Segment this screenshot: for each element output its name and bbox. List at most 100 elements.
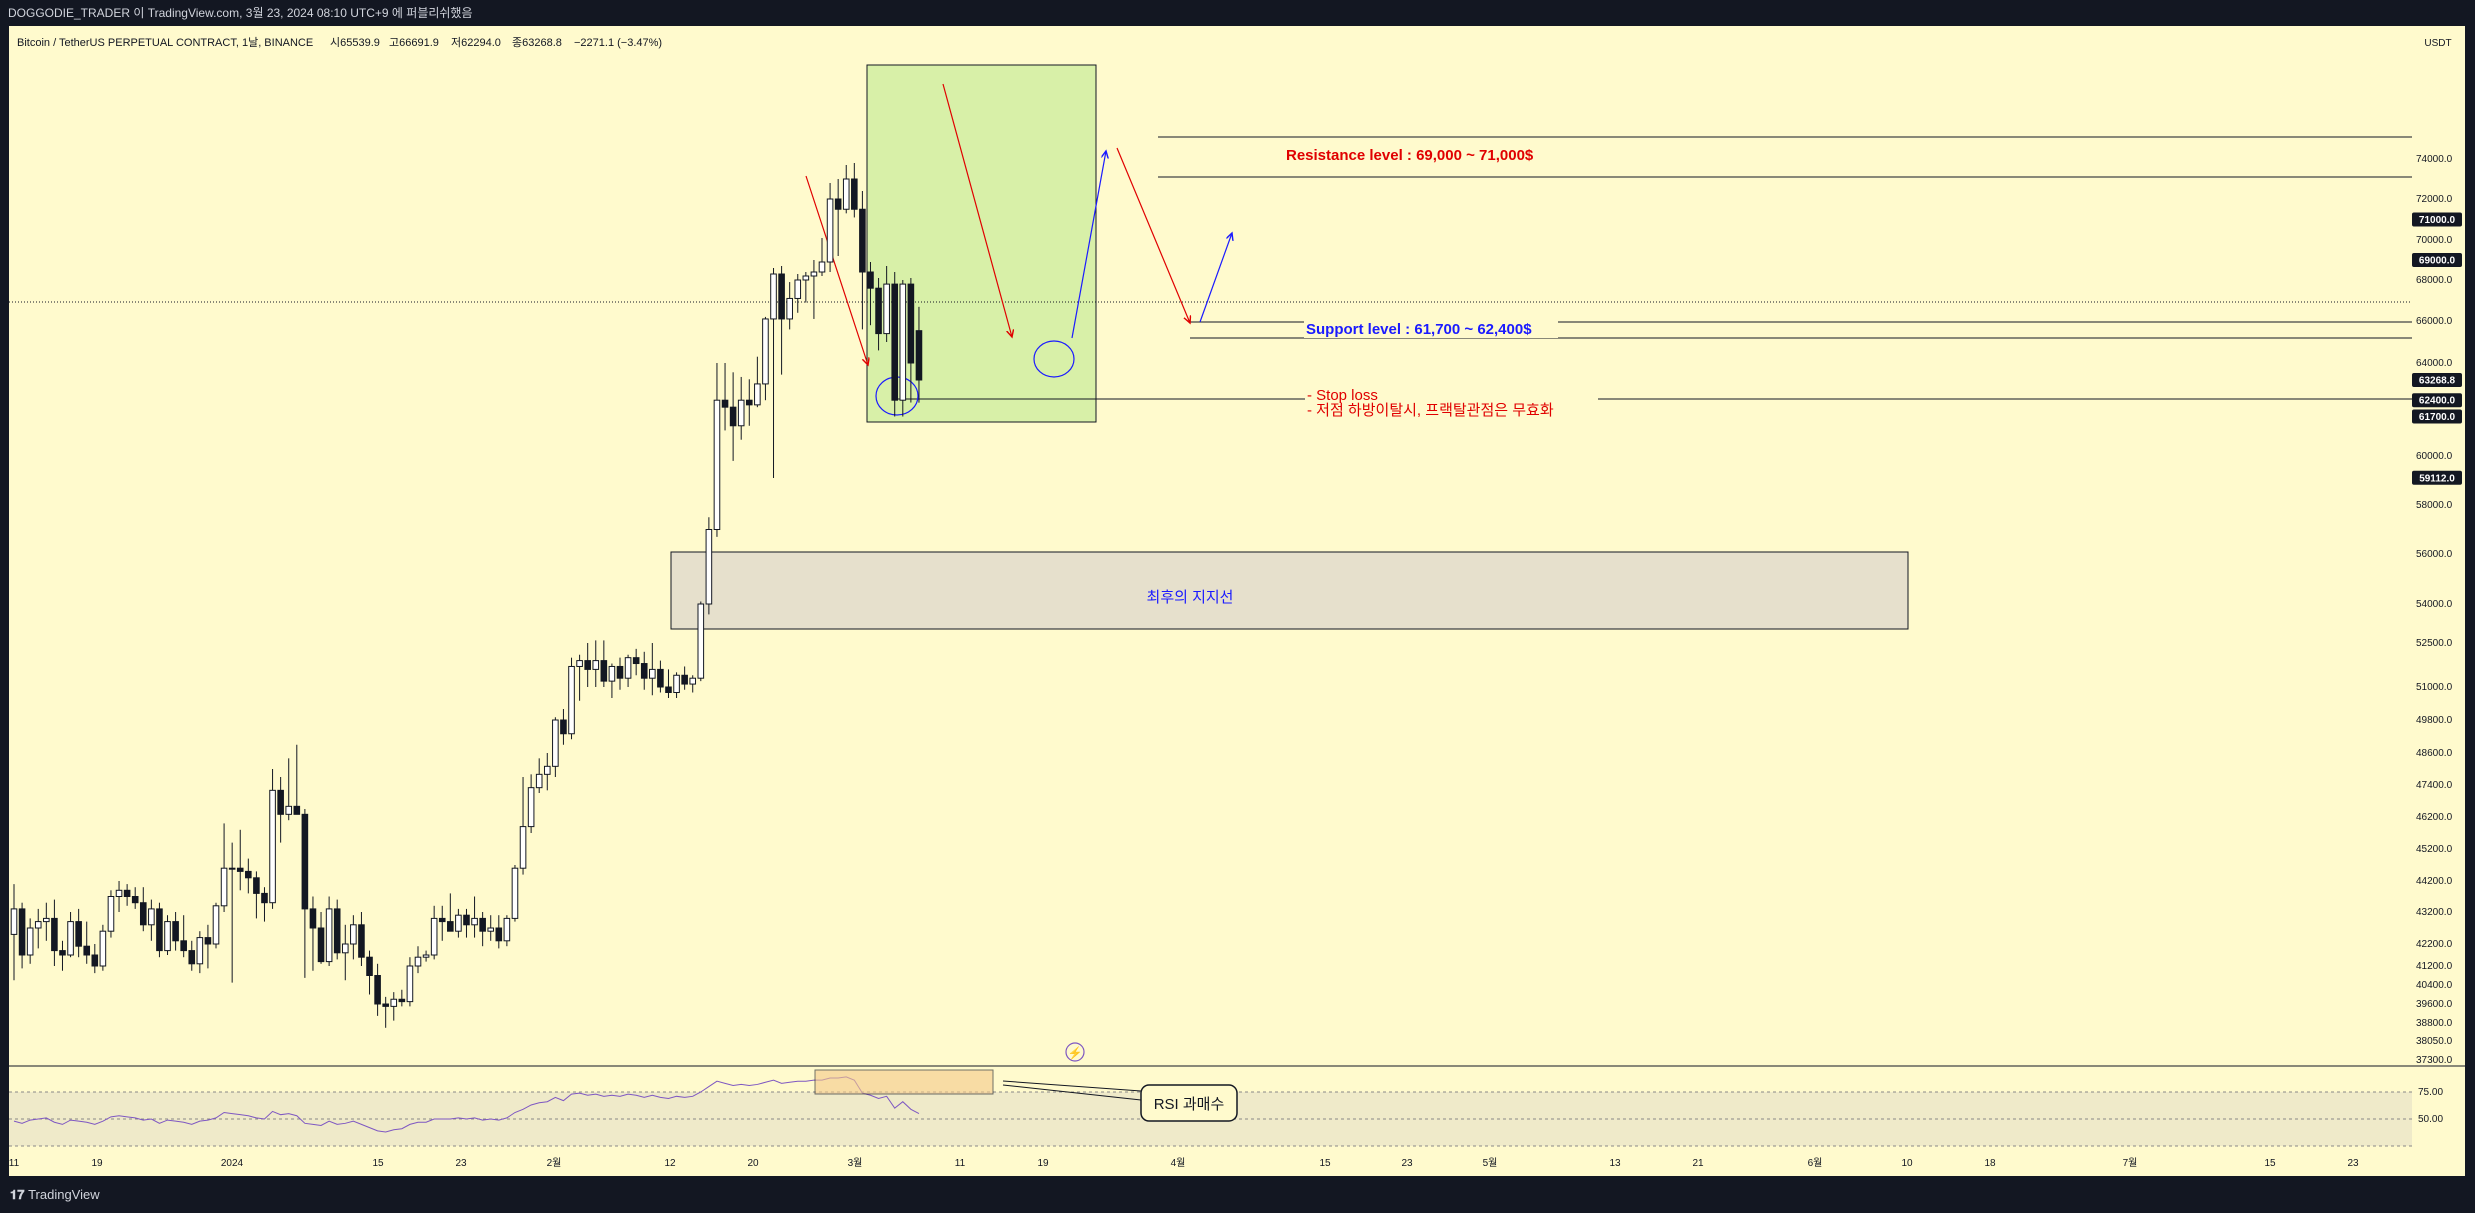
rsi-overbought-box[interactable] — [814, 1069, 994, 1095]
candle[interactable] — [333, 908, 341, 954]
candle[interactable] — [180, 940, 187, 952]
candle[interactable] — [10, 908, 18, 935]
candle[interactable] — [535, 773, 543, 789]
lightning-icon[interactable]: ⚡ — [1065, 1042, 1085, 1062]
candle[interactable] — [786, 297, 793, 320]
down-arrow-3[interactable] — [1116, 147, 1190, 323]
candle[interactable] — [67, 921, 74, 956]
candle[interactable] — [139, 902, 147, 926]
candle[interactable] — [123, 889, 131, 897]
candle[interactable] — [438, 917, 446, 923]
candle[interactable] — [341, 943, 349, 954]
candle[interactable] — [560, 719, 567, 735]
candle[interactable] — [212, 905, 220, 945]
last-support-zone[interactable] — [670, 551, 1909, 630]
candle[interactable] — [721, 399, 729, 408]
candle[interactable] — [875, 287, 882, 335]
candle[interactable] — [867, 271, 874, 289]
candle[interactable] — [253, 877, 260, 894]
candle[interactable] — [374, 975, 381, 1005]
candle[interactable] — [164, 921, 171, 952]
candle[interactable] — [91, 954, 99, 967]
candle[interactable] — [745, 399, 753, 406]
candle[interactable] — [649, 668, 656, 679]
candle[interactable] — [430, 917, 438, 956]
candle[interactable] — [576, 660, 583, 667]
candle[interactable] — [543, 765, 551, 775]
candle[interactable] — [455, 914, 462, 932]
candle[interactable] — [592, 660, 600, 670]
candle[interactable] — [859, 208, 866, 273]
candle[interactable] — [471, 917, 478, 926]
candle[interactable] — [236, 867, 244, 872]
candle[interactable] — [915, 330, 923, 381]
candle[interactable] — [899, 283, 907, 401]
candle[interactable] — [269, 789, 276, 904]
candle[interactable] — [511, 867, 519, 919]
candle[interactable] — [366, 956, 373, 977]
candle[interactable] — [34, 921, 42, 929]
down-arrow-1[interactable] — [805, 175, 868, 365]
candle[interactable] — [802, 275, 810, 281]
candle[interactable] — [447, 921, 454, 932]
candle[interactable] — [301, 813, 309, 910]
candle[interactable] — [382, 1003, 389, 1007]
candle[interactable] — [689, 677, 697, 685]
candle[interactable] — [156, 908, 163, 952]
candle[interactable] — [770, 273, 777, 320]
candle[interactable] — [826, 198, 834, 263]
candle[interactable] — [762, 318, 769, 385]
candle[interactable] — [737, 399, 745, 427]
candle[interactable] — [350, 924, 357, 945]
candle[interactable] — [204, 937, 212, 945]
candle[interactable] — [245, 870, 252, 879]
candle[interactable] — [754, 383, 761, 406]
candle[interactable] — [390, 998, 398, 1007]
candle[interactable] — [406, 965, 414, 1003]
rsi-callout-box[interactable] — [1140, 1084, 1238, 1122]
candle[interactable] — [495, 927, 503, 942]
candle[interactable] — [220, 867, 228, 907]
candle[interactable] — [463, 914, 470, 926]
candle[interactable] — [503, 917, 511, 942]
candle[interactable] — [600, 660, 608, 682]
candle[interactable] — [196, 937, 204, 965]
candle[interactable] — [681, 674, 688, 685]
candle[interactable] — [422, 954, 430, 958]
candle[interactable] — [624, 657, 632, 679]
candle[interactable] — [188, 950, 196, 965]
candle[interactable] — [115, 889, 123, 897]
candle[interactable] — [228, 867, 236, 870]
candle[interactable] — [632, 657, 640, 665]
candle[interactable] — [697, 603, 705, 679]
candle[interactable] — [309, 908, 317, 929]
candle[interactable] — [519, 826, 527, 869]
candle[interactable] — [487, 927, 495, 932]
candle[interactable] — [479, 917, 486, 932]
candle[interactable] — [398, 998, 406, 1003]
candle[interactable] — [608, 665, 616, 682]
down-arrow-2[interactable] — [942, 83, 1012, 337]
candle[interactable] — [891, 283, 899, 401]
candle[interactable] — [527, 787, 535, 828]
candle[interactable] — [834, 198, 842, 210]
up-arrow-1[interactable] — [1071, 151, 1106, 339]
candle[interactable] — [107, 896, 115, 932]
candle[interactable] — [851, 178, 858, 210]
up-arrow-2[interactable] — [1199, 233, 1232, 323]
candle[interactable] — [261, 892, 268, 904]
candle[interactable] — [172, 921, 179, 942]
candle[interactable] — [285, 805, 293, 815]
candle[interactable] — [293, 805, 301, 815]
candle[interactable] — [907, 283, 915, 364]
candle[interactable] — [665, 686, 672, 693]
candle[interactable] — [414, 956, 422, 967]
candle[interactable] — [317, 927, 325, 963]
candle[interactable] — [51, 917, 58, 952]
candle[interactable] — [358, 924, 365, 958]
candle[interactable] — [713, 399, 721, 531]
candle[interactable] — [568, 665, 575, 735]
candle[interactable] — [778, 273, 785, 320]
low-circle-2[interactable] — [1033, 340, 1075, 378]
candle[interactable] — [277, 789, 284, 815]
